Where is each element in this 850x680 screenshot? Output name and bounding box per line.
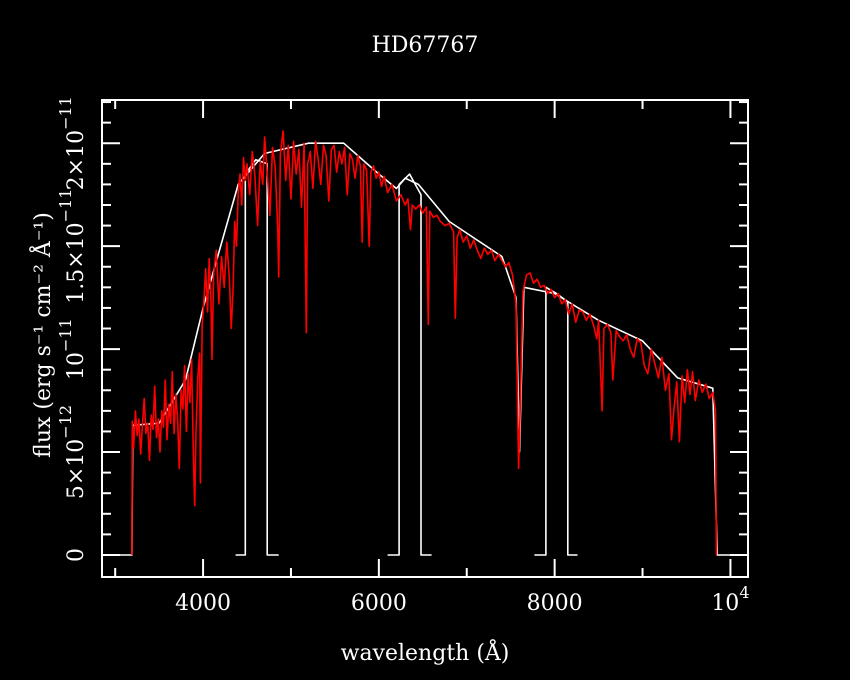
x-tick-label: 104 (711, 583, 749, 616)
x-tick-label-exponent: 4 (739, 583, 749, 602)
y-tick-label-exponent: −11 (56, 318, 75, 352)
x-axis-label: wavelength (Å) (341, 638, 510, 666)
y-axis-label: flux (erg s⁻¹ cm⁻² Å⁻¹) (28, 212, 56, 458)
x-tick-label: 6000 (351, 591, 407, 616)
x-tick-label: 4000 (175, 591, 231, 616)
chart-title: HD67767 (372, 33, 479, 58)
y-tick-label: 5×10−12 (56, 405, 89, 499)
y-tick-label-exponent: −11 (56, 96, 75, 130)
y-tick-label: 0 (64, 548, 89, 562)
white-spectrum-line-0 (102, 142, 748, 556)
y-tick-label-text: 1.5×10 (64, 222, 89, 303)
plot-frame (101, 99, 749, 578)
y-tick-label-exponent: −11 (56, 189, 75, 223)
x-tick-label-text: 4000 (175, 591, 231, 616)
y-tick-label-text: 10 (64, 352, 89, 380)
white-spectrum-line-3 (534, 286, 578, 556)
y-tick-label-text: 5×10 (64, 439, 89, 499)
y-tick-label: 10−11 (56, 318, 89, 380)
x-tick-label: 8000 (527, 591, 583, 616)
y-tick-label-text: 2×10 (64, 130, 89, 190)
axes: 4000 6000 8000 10405×10−1210−111.5×10−112×1… (56, 96, 750, 616)
white-spectrum-line-1 (235, 158, 279, 556)
y-tick-label: 2×10−11 (56, 96, 89, 190)
series-layer (102, 130, 748, 556)
x-tick-label-text: 8000 (527, 591, 583, 616)
x-tick-label-text: 10 (711, 591, 739, 616)
y-tick-label: 1.5×10−11 (56, 189, 89, 304)
y-tick-label-exponent: −12 (56, 405, 75, 439)
x-tick-label-text: 6000 (351, 591, 407, 616)
red-spectrum-line-0 (131, 130, 718, 556)
white-spectrum-line-2 (387, 173, 432, 556)
y-tick-label-text: 0 (64, 548, 89, 562)
